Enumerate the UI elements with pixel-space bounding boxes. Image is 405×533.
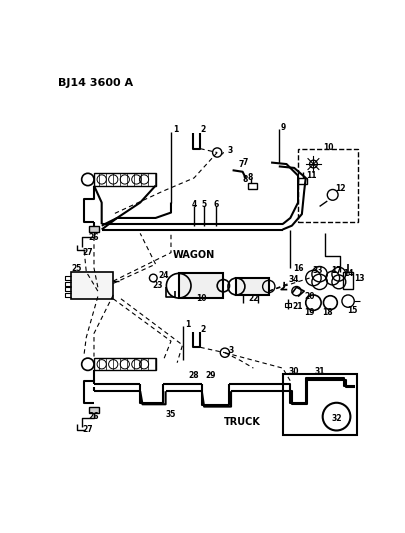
Text: 2: 2 bbox=[200, 325, 205, 334]
Text: 11: 11 bbox=[306, 171, 316, 180]
Text: 33: 33 bbox=[312, 266, 322, 275]
Text: 14: 14 bbox=[343, 269, 353, 278]
Text: TRUCK: TRUCK bbox=[224, 417, 261, 427]
Text: WAGON: WAGON bbox=[173, 250, 215, 260]
Text: 15: 15 bbox=[347, 306, 357, 315]
Bar bbox=[94, 358, 156, 370]
Text: 1: 1 bbox=[173, 125, 179, 134]
Bar bbox=[285, 303, 291, 306]
Text: 2: 2 bbox=[200, 125, 205, 134]
Text: 1: 1 bbox=[185, 320, 190, 329]
Text: 27: 27 bbox=[83, 425, 93, 434]
Text: BJ14 3600 A: BJ14 3600 A bbox=[58, 78, 133, 88]
Text: 12: 12 bbox=[335, 184, 345, 193]
Text: 7: 7 bbox=[243, 158, 248, 167]
Text: 9: 9 bbox=[281, 123, 286, 132]
Text: 10: 10 bbox=[323, 143, 333, 151]
Text: 34: 34 bbox=[289, 275, 299, 284]
Text: 21: 21 bbox=[292, 302, 303, 311]
Text: 31: 31 bbox=[314, 367, 325, 376]
Text: 8: 8 bbox=[248, 173, 254, 182]
Bar bbox=[343, 272, 354, 289]
Text: 22: 22 bbox=[248, 294, 259, 303]
Text: 5: 5 bbox=[202, 199, 207, 208]
Text: 7: 7 bbox=[239, 159, 244, 168]
Text: 4: 4 bbox=[192, 199, 197, 208]
Text: 19: 19 bbox=[304, 308, 315, 317]
Text: 20: 20 bbox=[304, 292, 315, 301]
Bar bbox=[298, 178, 307, 184]
Text: 24: 24 bbox=[158, 271, 168, 280]
Text: 18: 18 bbox=[322, 308, 333, 317]
Bar bbox=[237, 278, 269, 295]
Text: 23: 23 bbox=[153, 281, 163, 290]
Text: 26: 26 bbox=[89, 233, 99, 241]
Text: 26: 26 bbox=[89, 412, 99, 421]
Bar bbox=[283, 374, 356, 435]
Text: 3: 3 bbox=[227, 146, 232, 155]
Text: 25: 25 bbox=[71, 263, 81, 272]
Bar bbox=[89, 225, 99, 232]
Bar bbox=[179, 273, 223, 298]
Text: 8: 8 bbox=[243, 175, 248, 184]
Text: 17: 17 bbox=[331, 266, 342, 275]
Text: 27: 27 bbox=[83, 248, 93, 257]
Text: 30: 30 bbox=[289, 367, 299, 376]
Text: 32: 32 bbox=[331, 414, 342, 423]
Text: 35: 35 bbox=[166, 410, 176, 419]
Text: 28: 28 bbox=[189, 372, 199, 381]
Bar bbox=[71, 272, 113, 299]
Text: 10: 10 bbox=[196, 294, 206, 303]
Text: 6: 6 bbox=[213, 199, 218, 208]
Text: 29: 29 bbox=[206, 372, 216, 381]
Bar bbox=[94, 173, 156, 185]
Bar bbox=[248, 183, 257, 189]
Bar bbox=[89, 407, 99, 413]
Text: 13: 13 bbox=[354, 273, 365, 282]
Text: 3: 3 bbox=[229, 346, 234, 355]
Bar bbox=[298, 149, 358, 222]
Text: 16: 16 bbox=[293, 263, 304, 272]
